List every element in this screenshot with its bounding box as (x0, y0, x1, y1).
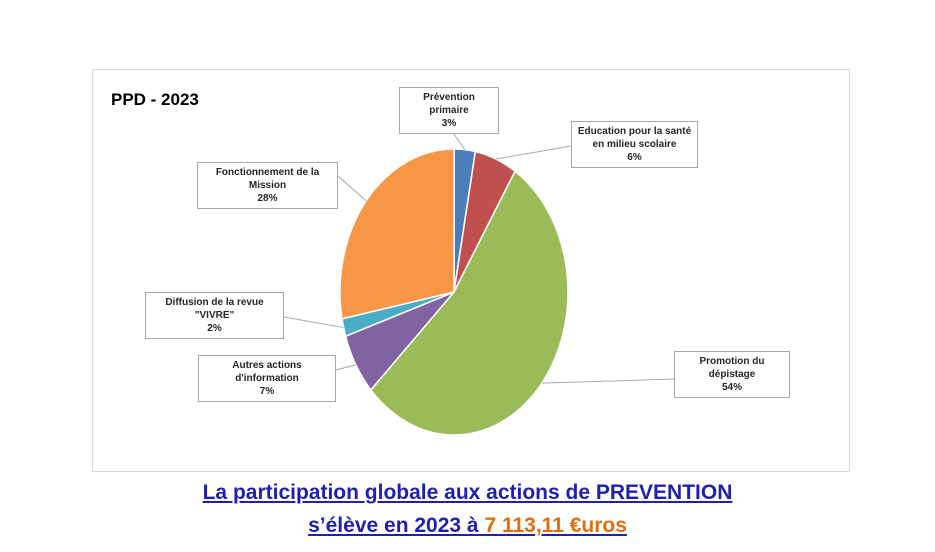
chart-title: PPD - 2023 (111, 90, 199, 109)
slice-percent: 28% (257, 193, 278, 204)
slice-label: Promotion du dépistage (699, 356, 765, 380)
caption-line-2: s’élève en 2023 à 7 113,11 €uros (0, 514, 935, 538)
callout-fonctionnement-mission: Fonctionnement de la Mission 28% (197, 162, 338, 209)
leader-line (335, 364, 357, 371)
slice-percent: 7% (259, 386, 275, 397)
slice-percent: 6% (627, 152, 642, 163)
caption-line-1: La participation globale aux actions de … (202, 481, 733, 504)
callout-promotion-depistage: Promotion du dépistage 54% (674, 351, 790, 398)
slice-label: Education pour la santé en milieu scolai… (577, 126, 692, 150)
slice-percent: 2% (207, 323, 222, 334)
pie-chart: PPD - 2023 Prévention primaire 3% Educat… (92, 69, 850, 472)
caption-prefix: s’élève en 2023 à (308, 514, 479, 537)
callout-autres-actions: Autres actions d'information 7% (198, 355, 336, 402)
leader-line (337, 175, 367, 202)
pie-slice (339, 148, 455, 320)
slice-percent: 3% (441, 118, 457, 129)
slice-percent: 54% (721, 382, 742, 393)
slice-label: Fonctionnement de la Mission (215, 167, 320, 191)
callout-education-sante: Education pour la santé en milieu scolai… (571, 121, 698, 168)
slice-label: Autres actions d'information (232, 360, 302, 384)
leader-line (495, 145, 572, 160)
leader-line (541, 378, 675, 384)
slice-label: Prévention primaire (423, 92, 475, 116)
leader-line (283, 316, 344, 329)
caption-amount: 7 113,11 €uros (484, 514, 627, 537)
callout-prevention-primaire: Prévention primaire 3% (399, 87, 499, 134)
callout-diffusion-revue: Diffusion de la revue "VIVRE" 2% (145, 292, 284, 339)
pie-slice (369, 170, 569, 436)
pie-chart-svg (283, 126, 675, 436)
slice-label: Diffusion de la revue "VIVRE" (165, 297, 264, 321)
